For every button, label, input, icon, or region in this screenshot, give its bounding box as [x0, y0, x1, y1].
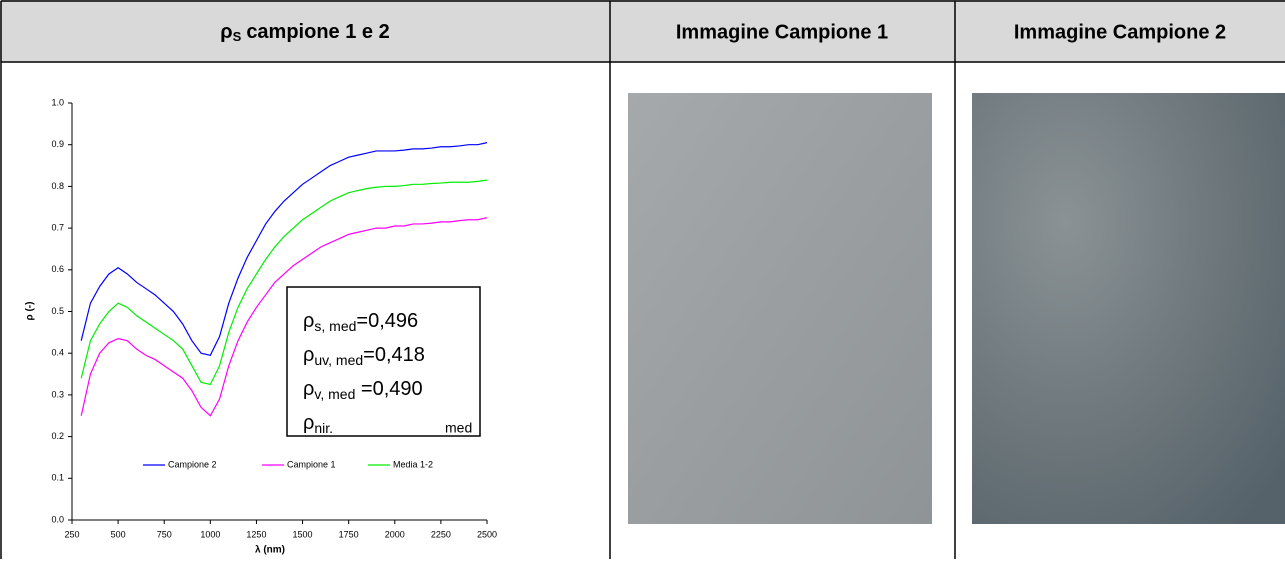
y-tick-label: 0.1 [51, 473, 64, 483]
x-tick-label: 2000 [385, 529, 405, 539]
annotation-symbol: ρ [303, 344, 314, 366]
y-tick-label: 0.6 [51, 264, 64, 274]
x-tick-label: 250 [64, 529, 79, 539]
annotation-subscript: s, med [314, 318, 356, 334]
annotation-subscript: uv, med [314, 352, 363, 368]
x-tick-label: 750 [157, 529, 172, 539]
page: ρScampione 1 e 2 Immagine Campione 1 Imm… [0, 0, 1285, 559]
legend-label: Campione 2 [168, 459, 217, 469]
x-tick-label: 1500 [293, 529, 313, 539]
sample-image-1 [628, 93, 932, 524]
annotation-symbol: ρ [303, 310, 314, 332]
y-tick-label: 0.3 [51, 389, 64, 399]
annotation-value: =0,490 [355, 378, 422, 400]
y-tick-label: 0.0 [51, 514, 64, 524]
y-tick-label: 0.5 [51, 306, 64, 316]
header-cell: Immagine Campione 1 [676, 21, 888, 43]
legend-label: Media 1-2 [393, 459, 433, 469]
y-tick-label: 0.8 [51, 181, 64, 191]
y-tick-label: 0.2 [51, 431, 64, 441]
x-tick-label: 2500 [477, 529, 497, 539]
annotation-symbol: ρ [303, 412, 314, 434]
annotation-symbol: ρ [303, 378, 314, 400]
y-tick-label: 0.4 [51, 348, 64, 358]
x-tick-label: 1250 [246, 529, 266, 539]
annotation-value: =0,496 [356, 310, 418, 332]
annotation-tail: med [445, 420, 472, 436]
y-tick-label: 0.7 [51, 222, 64, 232]
x-tick-label: 1000 [200, 529, 220, 539]
header-cell: Immagine Campione 2 [1014, 21, 1226, 43]
x-tick-label: 500 [111, 529, 126, 539]
x-tick-label: 2250 [431, 529, 451, 539]
y-tick-label: 0.9 [51, 139, 64, 149]
annotation-subscript: nir. [314, 420, 333, 436]
x-tick-label: 1750 [339, 529, 359, 539]
annotation-value: =0,418 [363, 344, 425, 366]
y-tick-label: 1.0 [51, 97, 64, 107]
x-axis-label: λ (nm) [255, 545, 285, 556]
legend-label: Campione 1 [287, 459, 336, 469]
annotation-subscript: v, med [314, 386, 355, 402]
y-axis-label: ρ (-) [25, 302, 36, 321]
sample-image-2 [972, 93, 1285, 524]
